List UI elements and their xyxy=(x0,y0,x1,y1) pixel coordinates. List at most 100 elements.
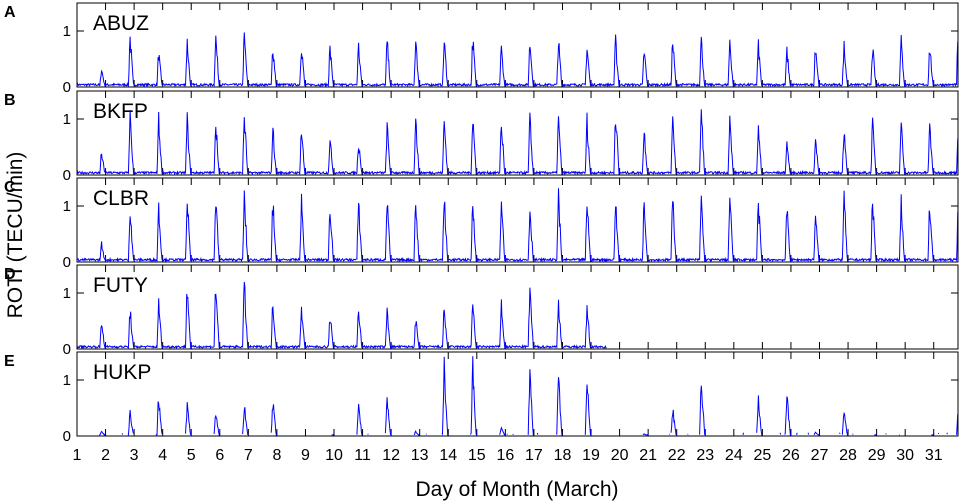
panel-frame xyxy=(76,90,959,176)
y-tick-label: 0 xyxy=(63,167,71,184)
y-tick-label: 1 xyxy=(63,23,71,40)
x-tick-label: 9 xyxy=(301,447,310,464)
panel-letter: D xyxy=(4,266,16,283)
roti-series-line xyxy=(784,396,792,437)
roti-series-line xyxy=(839,432,841,434)
roti-series-line xyxy=(270,404,278,437)
roti-series-line xyxy=(127,409,134,436)
panel-bkfp: 0 1 B BKFP xyxy=(4,90,959,184)
roti-series-line xyxy=(76,109,959,176)
roti-series-line xyxy=(642,433,649,436)
roti-series-line xyxy=(807,432,810,435)
x-tick-label: 25 xyxy=(753,447,771,464)
roti-series-line xyxy=(813,431,820,436)
station-label: CLBR xyxy=(93,187,149,210)
x-tick-label: 24 xyxy=(725,447,743,464)
x-tick-label: 19 xyxy=(582,447,600,464)
roti-series-line xyxy=(956,413,959,435)
roti-series-line xyxy=(584,384,592,436)
panel-frame xyxy=(76,177,959,263)
roti-series-line xyxy=(699,385,706,436)
x-tick-label: 28 xyxy=(839,447,857,464)
x-tick-label: 8 xyxy=(272,447,281,464)
roti-series-line xyxy=(76,281,607,350)
station-label: BKFP xyxy=(93,100,148,123)
x-tick-label: 14 xyxy=(439,447,457,464)
roti-series-line xyxy=(470,356,478,436)
roti-series-line xyxy=(841,411,849,437)
y-tick-label: 0 xyxy=(63,254,71,271)
station-label: FUTY xyxy=(93,274,148,297)
x-tick-label: 31 xyxy=(925,447,943,464)
x-tick-label: 15 xyxy=(468,447,486,464)
x-tick-label: 10 xyxy=(325,447,343,464)
roti-series-line xyxy=(874,433,878,436)
y-tick-label: 0 xyxy=(63,341,71,358)
x-tick-label: 22 xyxy=(668,447,686,464)
roti-series-line xyxy=(499,426,507,436)
x-tick-label: 17 xyxy=(525,447,543,464)
x-tick-label: 5 xyxy=(187,447,196,464)
panel-letter: C xyxy=(4,179,16,196)
roti-series-line xyxy=(536,432,539,435)
x-tick-label: 30 xyxy=(896,447,914,464)
y-tick-label: 1 xyxy=(63,111,71,128)
roti-series-line xyxy=(425,433,427,435)
y-tick-label: 1 xyxy=(63,372,71,389)
roti-series-line xyxy=(367,433,369,435)
panel-abuz: 0 1 A ABUZ xyxy=(4,2,959,96)
roti-series-line xyxy=(527,369,535,436)
roti-series-line xyxy=(213,414,221,437)
panel-clbr: 0 1 C CLBR xyxy=(4,177,959,271)
x-tick-label: 20 xyxy=(611,447,629,464)
roti-series-line xyxy=(98,430,106,436)
station-label: ABUZ xyxy=(93,12,149,35)
x-tick-label: 11 xyxy=(354,447,371,464)
x-tick-label: 27 xyxy=(811,447,829,464)
panel-frame xyxy=(76,2,959,88)
x-tick-label: 26 xyxy=(782,447,800,464)
station-label: HUKP xyxy=(93,361,151,384)
roti-series-line xyxy=(356,403,363,436)
roti-series-line xyxy=(242,407,249,436)
roti-series-line xyxy=(670,409,678,436)
roti-series-line xyxy=(885,433,887,435)
roti-series-line xyxy=(687,433,689,435)
roti-series-line xyxy=(742,432,744,436)
y-tick-label: 1 xyxy=(63,198,71,215)
y-tick-label: 0 xyxy=(63,79,71,96)
x-tick-label: 29 xyxy=(868,447,886,464)
panel-frame xyxy=(76,264,959,350)
x-tick-label: 7 xyxy=(244,447,253,464)
x-tick-label: 18 xyxy=(554,447,572,464)
roti-series-line xyxy=(76,188,959,263)
x-tick-label: 6 xyxy=(215,447,224,464)
panel-letter: A xyxy=(4,4,16,21)
roti-series-line xyxy=(384,397,392,436)
x-tick-label: 1 xyxy=(73,447,82,464)
roti-series-line xyxy=(946,432,948,435)
panel-futy: 0 1 D FUTY xyxy=(4,264,959,358)
roti-series-line xyxy=(796,432,798,436)
roti-series-line xyxy=(852,433,854,435)
roti-series-line xyxy=(155,401,163,436)
x-tick-label: 16 xyxy=(496,447,514,464)
roti-series-line xyxy=(779,432,782,435)
x-tick-label: 4 xyxy=(158,447,167,464)
roti-series-line xyxy=(413,430,421,436)
x-tick-label: 21 xyxy=(639,447,657,464)
x-axis-title: Day of Month (March) xyxy=(415,478,618,501)
y-axis-title: ROTI (TECU/min) xyxy=(4,152,27,319)
roti-series-line xyxy=(331,433,335,436)
x-tick-label: 3 xyxy=(130,447,139,464)
panel-frame xyxy=(76,351,959,437)
roti-series-line xyxy=(931,433,935,436)
panel-letter: B xyxy=(4,92,16,109)
roti-series-line xyxy=(185,402,192,436)
x-tick-label: 12 xyxy=(382,447,400,464)
x-tick-label: 23 xyxy=(696,447,714,464)
roti-series-line xyxy=(756,395,763,436)
